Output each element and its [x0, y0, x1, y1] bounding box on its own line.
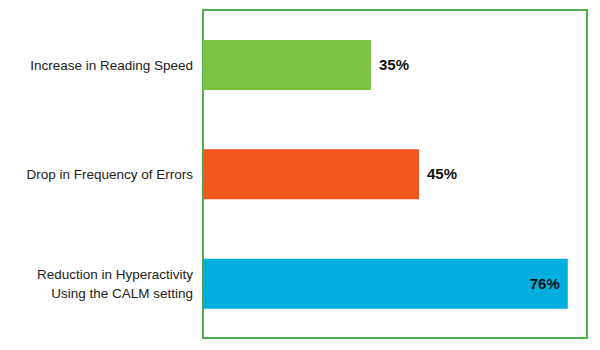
svg-text:Increase in Reading Speed: Increase in Reading Speed	[30, 58, 193, 73]
svg-text:45%: 45%	[427, 165, 457, 182]
svg-text:76%: 76%	[530, 275, 560, 292]
svg-text:Reduction in HyperactivityUsin: Reduction in HyperactivityUsing the CALM…	[37, 267, 193, 301]
svg-text:Drop in Frequency of Errors: Drop in Frequency of Errors	[26, 167, 193, 182]
svg-text:35%: 35%	[379, 56, 409, 73]
